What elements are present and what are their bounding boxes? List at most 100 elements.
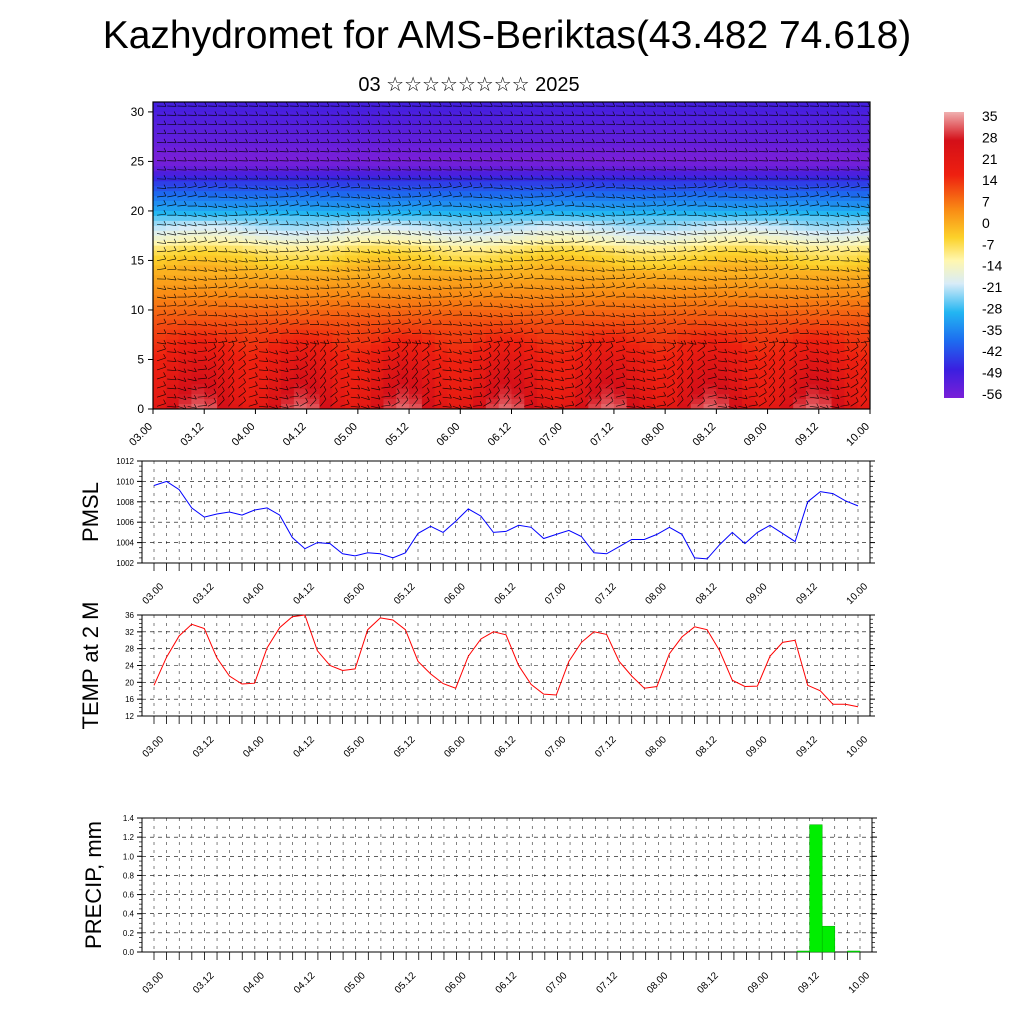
field-cell <box>844 181 858 187</box>
field-cell <box>665 186 679 192</box>
field-cell <box>754 215 769 222</box>
wind-barb <box>575 195 585 198</box>
wind-barb-flag <box>755 120 758 125</box>
field-cell <box>165 379 180 385</box>
field-cell <box>549 250 564 257</box>
field-cell <box>754 186 769 192</box>
field-cell <box>549 136 564 143</box>
field-cell <box>319 364 333 370</box>
field-cell <box>831 196 845 202</box>
field-cell <box>831 141 845 148</box>
field-cell <box>524 161 538 167</box>
wind-barb-flag <box>520 194 524 199</box>
field-cell <box>332 106 346 113</box>
field-cell <box>447 161 461 167</box>
wind-barb-flag <box>388 156 391 162</box>
field-cell <box>639 215 653 222</box>
field-cell <box>793 314 807 321</box>
wind-barb-flag <box>826 120 830 125</box>
field-cell <box>537 334 551 341</box>
field-cell <box>818 265 833 271</box>
field-cell <box>524 344 538 351</box>
field-cell <box>524 196 538 202</box>
field-cell <box>767 126 781 133</box>
field-cell <box>332 285 346 291</box>
field-cell <box>345 275 359 281</box>
wind-barb-flag <box>245 120 248 125</box>
wind-barb-flag <box>734 138 738 143</box>
field-cell <box>473 230 487 237</box>
field-cell <box>332 389 346 395</box>
field-cell <box>754 270 769 276</box>
field-cell <box>191 314 205 321</box>
wind-barb-flag <box>418 184 422 189</box>
field-cell <box>665 201 679 207</box>
field-cell <box>345 166 359 172</box>
field-cell <box>805 191 820 197</box>
wind-barb-flag <box>479 120 483 125</box>
field-cell <box>447 136 461 143</box>
field-cell <box>498 255 513 262</box>
wind-barb-flag <box>214 111 218 116</box>
field-cell <box>345 334 359 341</box>
wind-barb-flag <box>632 147 636 153</box>
wind-barb-flag <box>745 111 748 116</box>
field-cell <box>178 280 193 286</box>
field-cell <box>357 240 372 247</box>
field-cell <box>204 220 218 227</box>
field-cell <box>268 111 282 118</box>
field-cell <box>767 201 781 207</box>
field-cell <box>447 191 461 197</box>
field-cell <box>780 131 794 138</box>
field-cell <box>665 389 679 395</box>
field-cell <box>844 161 858 167</box>
field-cell <box>562 280 577 286</box>
wind-barb-flag <box>745 129 748 134</box>
wind-barb-flag <box>704 147 707 153</box>
field-cell <box>754 369 769 375</box>
wind-barb-flag <box>428 129 432 134</box>
wind-barb <box>391 187 401 191</box>
field-cell <box>370 389 385 395</box>
field-cell <box>204 136 218 143</box>
field-cell <box>434 102 449 108</box>
field-cell <box>153 260 167 266</box>
field-cell <box>421 255 436 262</box>
field-cell <box>690 265 705 271</box>
field-cell <box>204 245 218 252</box>
field-cell <box>178 171 193 177</box>
field-cell <box>306 146 321 153</box>
field-cell <box>319 225 333 232</box>
wind-barb-flag <box>622 156 626 162</box>
field-cell <box>345 300 359 306</box>
field-cell <box>524 384 538 390</box>
field-cell <box>332 344 346 351</box>
wind-barb-flag <box>520 102 524 107</box>
field-cell <box>255 106 269 113</box>
field-cell <box>601 171 615 177</box>
field-cell <box>639 136 653 143</box>
field-cell <box>601 334 615 341</box>
wind-barb-flag <box>765 102 769 107</box>
field-cell <box>562 404 577 409</box>
field-cell <box>165 334 180 341</box>
wind-barb-flag <box>459 165 463 171</box>
field-cell <box>588 141 602 148</box>
field-cell <box>575 314 589 321</box>
field-cell <box>421 324 436 331</box>
field-cell <box>703 290 717 296</box>
field-cell <box>549 181 564 187</box>
field-cell <box>754 191 769 197</box>
field-cell <box>665 205 679 212</box>
field-cell <box>511 111 525 118</box>
wind-barb-flag <box>418 156 422 162</box>
field-cell <box>268 394 282 400</box>
field-cell <box>754 196 769 202</box>
field-cell <box>306 300 321 306</box>
field-cell <box>754 146 769 153</box>
field-cell <box>447 364 461 370</box>
field-cell <box>383 146 397 153</box>
field-cell <box>421 146 436 153</box>
wind-barb-flag <box>255 102 259 107</box>
field-cell <box>537 201 551 207</box>
